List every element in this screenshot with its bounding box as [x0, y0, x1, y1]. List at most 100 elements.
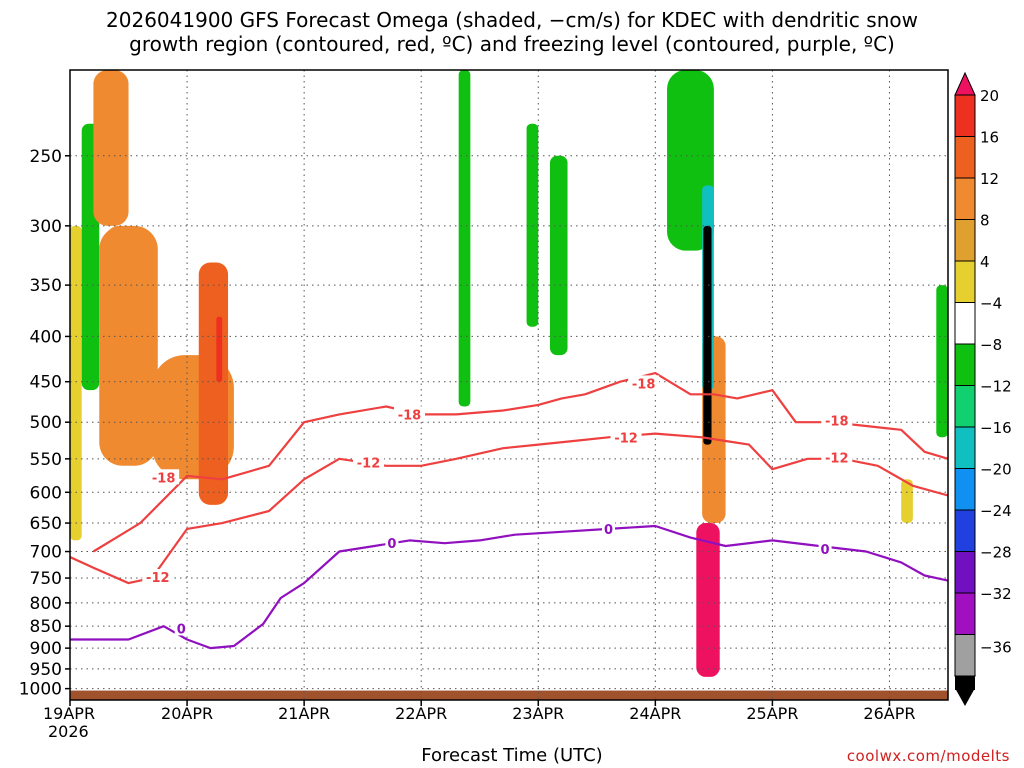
colorbar-label-8: −16 [980, 419, 1012, 437]
omega-region-13 [696, 523, 720, 677]
contour-label-bg-10 [602, 520, 616, 536]
contour-label-bg-0 [148, 469, 180, 485]
contour-label-bg-1 [393, 406, 425, 422]
chart-title-line-1: 2026041900 GFS Forecast Omega (shaded, −… [106, 8, 918, 32]
colorbar-box-5 [954, 302, 976, 345]
contour-label-3: -18 [825, 415, 849, 430]
colorbar-label-3: 8 [980, 212, 990, 230]
colorbar-box-4 [954, 260, 976, 303]
chart-title-line-2: growth region (contoured, red, ºC) and f… [129, 32, 895, 56]
contour-label-5: -12 [357, 456, 381, 471]
contour-label-bg-2 [628, 375, 660, 391]
y-tick-label-5: 500 [30, 413, 62, 433]
colorbar-label-1: 16 [980, 129, 999, 147]
contour-label-2: -18 [632, 377, 656, 392]
x-axis-year-label: 2026 [48, 722, 89, 741]
omega-region-2 [93, 70, 129, 226]
contour-label-11: 0 [821, 543, 830, 558]
omega-region-0 [70, 225, 82, 541]
colorbar-box-3 [954, 219, 976, 262]
x-axis-ticks: 19APR 20APR 21APR 22APR 23APR 24APR 25APR 26APR [43, 700, 916, 723]
colorbar-label-6: −8 [980, 336, 1002, 354]
colorbar-box-9 [954, 468, 976, 511]
colorbar-label-4: 4 [980, 253, 990, 271]
y-tick-label-4: 450 [30, 373, 62, 393]
colorbar-label-11: −28 [980, 544, 1012, 562]
y-tick-label-3: 400 [30, 327, 62, 347]
y-tick-label-13: 900 [30, 639, 62, 659]
colorbar-label-9: −20 [980, 461, 1012, 479]
x-tick-label-1: 20APR [161, 704, 213, 723]
contour-label-bg-4 [142, 569, 174, 585]
colorbar-box-13 [954, 634, 976, 677]
y-tick-label-1: 300 [30, 217, 62, 237]
contour-label-4: -12 [146, 571, 170, 586]
colorbar-box-10 [954, 509, 976, 552]
x-tick-label-0: 19APR [43, 704, 95, 723]
y-axis-ticks: 2503003504004505005506006507007508008509… [19, 147, 70, 700]
contour-label-bg-9 [385, 535, 399, 551]
credit-text: coolwx.com/modelts [846, 747, 1010, 765]
colorbar-label-0: 20 [980, 87, 999, 105]
contour-label-1: -18 [398, 408, 422, 423]
x-tick-label-2: 21APR [278, 704, 330, 723]
x-tick-label-4: 23APR [512, 704, 564, 723]
y-tick-label-2: 350 [30, 276, 62, 296]
contour-label-8: 0 [177, 622, 186, 637]
contour-label-bg-3 [821, 412, 853, 428]
contour-labels: -18 -18 -18 -18 -12 -12 -12 -12 0 0 0 0 [142, 375, 853, 637]
omega-region-9 [526, 123, 539, 327]
y-tick-label-0: 250 [30, 147, 62, 167]
colorbar-label-13: −36 [980, 639, 1012, 657]
omega-region-15 [703, 225, 712, 445]
y-tick-label-8: 650 [30, 514, 62, 534]
colorbar-box-1 [954, 136, 976, 179]
colorbar-box-8 [954, 426, 976, 469]
y-tick-label-12: 850 [30, 617, 62, 637]
x-tick-label-5: 24APR [629, 704, 681, 723]
contour-label-bg-7 [821, 449, 853, 465]
colorbar-label-5: −4 [980, 295, 1002, 313]
colorbar-box-2 [954, 177, 976, 220]
contour-label-7: -12 [825, 451, 849, 466]
contour-label-bg-5 [353, 454, 385, 470]
colorbar: 20 16 12 8 4 −4 −8 −12 −16 −20 −24 −28 −32 −36 [954, 71, 1012, 706]
contour-label-bg-11 [818, 540, 832, 556]
contour-line-3 [70, 524, 948, 650]
colorbar-label-10: −24 [980, 502, 1012, 520]
omega-region-7 [216, 316, 223, 382]
contour-line-2 [70, 432, 948, 585]
contour-label-9: 0 [387, 537, 396, 552]
colorbar-box-7 [954, 385, 976, 428]
y-tick-label-11: 800 [30, 594, 62, 614]
contour-label-10: 0 [604, 523, 613, 538]
omega-region-4 [105, 225, 141, 438]
colorbar-box-6 [954, 343, 976, 386]
x-tick-label-7: 26APR [863, 704, 915, 723]
y-tick-label-14: 950 [30, 660, 62, 680]
colorbar-box-0 [954, 94, 976, 137]
colorbar-label-12: −32 [980, 585, 1012, 603]
y-tick-label-9: 700 [30, 543, 62, 563]
y-tick-label-10: 750 [30, 569, 62, 589]
y-tick-label-7: 600 [30, 483, 62, 503]
y-tick-label-6: 550 [30, 450, 62, 470]
y-tick-label-15: 1000 [19, 680, 62, 700]
colorbar-top-arrow [954, 71, 976, 96]
x-axis-title: Forecast Time (UTC) [421, 745, 603, 766]
x-tick-label-3: 22APR [395, 704, 447, 723]
colorbar-bottom-box [955, 676, 975, 690]
omega-region-16 [901, 479, 913, 524]
omega-region-6 [198, 262, 229, 505]
colorbar-label-2: 12 [980, 170, 999, 188]
x-tick-label-6: 25APR [746, 704, 798, 723]
colorbar-bottom-tip [955, 688, 975, 706]
plot-frame [69, 69, 949, 701]
contour-label-bg-8 [174, 620, 188, 636]
colorbar-label-7: −12 [980, 378, 1012, 396]
colorbar-box-12 [954, 592, 976, 635]
contour-label-bg-6 [610, 429, 642, 445]
omega-region-10 [549, 155, 568, 356]
contour-label-6: -12 [614, 431, 638, 446]
